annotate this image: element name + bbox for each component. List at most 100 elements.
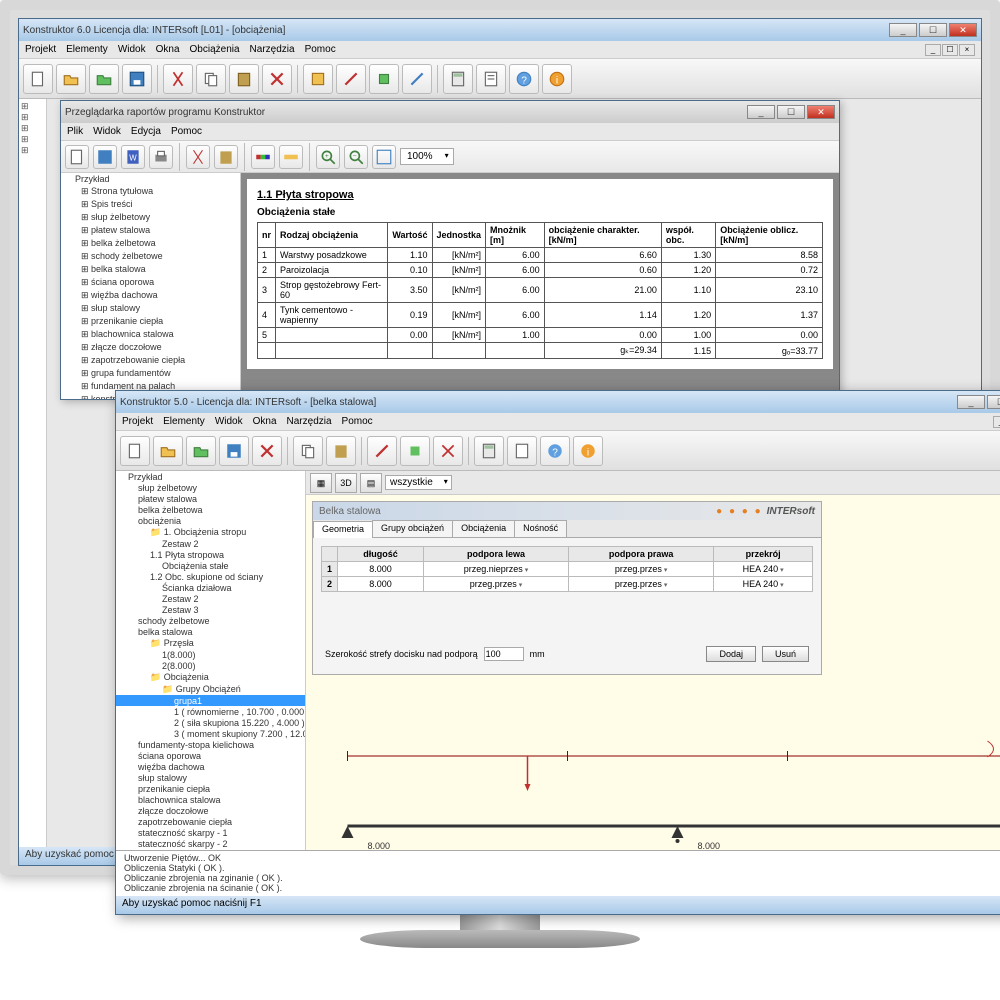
tree-node[interactable]: 2(8.000)	[116, 660, 305, 671]
tree-node[interactable]: ⊞ słup żelbetowy	[61, 211, 240, 224]
fullscreen-button[interactable]	[372, 145, 396, 169]
tree-node[interactable]: złącze doczołowe	[116, 805, 305, 816]
zoom-in-button[interactable]: +	[316, 145, 340, 169]
tree-node[interactable]: ⊞ blachownica stalowa	[61, 328, 240, 341]
view3-button[interactable]: ▤	[360, 473, 382, 493]
menu-item[interactable]: Projekt	[25, 44, 56, 55]
menu-item[interactable]: Pomoc	[342, 416, 373, 427]
tree-node[interactable]: słup stalowy	[116, 772, 305, 783]
mdi-min-icon[interactable]: _	[993, 416, 1000, 428]
tree-node[interactable]: obciążenia	[116, 515, 305, 526]
tree-node[interactable]: stateczność skarpy - 2	[116, 838, 305, 849]
tree-node[interactable]: 📁 Przęsła	[116, 637, 305, 649]
maximize-button[interactable]: ☐	[919, 23, 947, 37]
tree-node[interactable]: Ścianka działowa	[116, 582, 305, 593]
minimize-button[interactable]: _	[889, 23, 917, 37]
back-tree[interactable]: ⊞⊞⊞⊞⊞	[19, 99, 47, 847]
paste-button[interactable]	[214, 145, 238, 169]
report-button[interactable]	[476, 64, 506, 94]
tree-node[interactable]: 2 ( siła skupiona 15.220 , 4.000 )	[116, 717, 305, 728]
maximize-button[interactable]: ☐	[987, 395, 1000, 409]
menu-item[interactable]: Obciążenia	[190, 44, 240, 55]
menu-item[interactable]: Widok	[93, 126, 121, 137]
calc-button[interactable]	[443, 64, 473, 94]
view1-button[interactable]: ▦	[310, 473, 332, 493]
delete-button[interactable]	[252, 436, 282, 466]
tool2-button[interactable]	[400, 436, 430, 466]
paste-button[interactable]	[229, 64, 259, 94]
help-button[interactable]: ?	[509, 64, 539, 94]
new-button[interactable]	[23, 64, 53, 94]
minimize-button[interactable]: _	[957, 395, 985, 409]
zoom-out-button[interactable]: −	[344, 145, 368, 169]
geometry-table[interactable]: długośćpodpora lewapodpora prawaprzekrój…	[321, 546, 813, 592]
tree-node[interactable]: schody żelbetowe	[116, 615, 305, 626]
tree-node[interactable]: ⊞ złącze doczołowe	[61, 341, 240, 354]
paste-button[interactable]	[326, 436, 356, 466]
menu-item[interactable]: Okna	[156, 44, 180, 55]
mdi-max-icon[interactable]: ☐	[942, 44, 958, 56]
new-button[interactable]	[120, 436, 150, 466]
tree-node[interactable]: blachownica stalowa	[116, 794, 305, 805]
tree-node[interactable]: ⊞ Spis treści	[61, 198, 240, 211]
message-log[interactable]: Utworzenie Piętów... OKObliczenia Statyk…	[116, 850, 1000, 896]
tree-node[interactable]: ⊞ schody żelbetowe	[61, 250, 240, 263]
open-button[interactable]	[153, 436, 183, 466]
tree-node[interactable]: stateczność skarpy - 1	[116, 827, 305, 838]
cut-button[interactable]	[163, 64, 193, 94]
cut-button[interactable]	[186, 145, 210, 169]
calc-button[interactable]	[474, 436, 504, 466]
tree-node[interactable]: 3 ( moment skupiony 7.200 , 12.000	[116, 728, 305, 739]
tree-node[interactable]: 1(8.000)	[116, 649, 305, 660]
tree-node[interactable]: więźba dachowa	[116, 761, 305, 772]
tool1-button[interactable]	[367, 436, 397, 466]
filter-combo[interactable]: wszystkie	[385, 475, 452, 490]
front-tree[interactable]: Przykładsłup żelbetowypłatew stalowabelk…	[116, 471, 306, 850]
tree-node[interactable]: ⊞ zapotrzebowanie ciepła	[61, 354, 240, 367]
tree-node[interactable]: Zestaw 2	[116, 538, 305, 549]
tree-node[interactable]: ⊞ więźba dachowa	[61, 289, 240, 302]
tree-node[interactable]: 1.2 Obc. skupione od ściany	[116, 571, 305, 582]
export-word-button[interactable]: W	[121, 145, 145, 169]
color1-button[interactable]	[251, 145, 275, 169]
open-button[interactable]	[56, 64, 86, 94]
tree-node[interactable]: 📁 1. Obciążenia stropu	[116, 526, 305, 538]
save-button[interactable]	[219, 436, 249, 466]
tree-node[interactable]: ⊞ przenikanie ciepła	[61, 315, 240, 328]
tool2-button[interactable]	[336, 64, 366, 94]
tree-node[interactable]: ⊞ słup stalowy	[61, 302, 240, 315]
tree-node[interactable]: słup żelbetowy	[116, 482, 305, 493]
tree-node[interactable]: Przykład	[61, 173, 240, 185]
tree-node[interactable]: belka żelbetowa	[116, 504, 305, 515]
tree-node[interactable]: przenikanie ciepła	[116, 783, 305, 794]
panel-tab[interactable]: Grupy obciążeń	[372, 520, 453, 537]
copy-button[interactable]	[293, 436, 323, 466]
color2-button[interactable]	[279, 145, 303, 169]
copy-button[interactable]	[196, 64, 226, 94]
width-input[interactable]	[484, 647, 524, 661]
back-titlebar[interactable]: Konstruktor 6.0 Licencja dla: INTERsoft …	[19, 19, 981, 41]
report-area[interactable]: 1.1 Płyta stropowa Obciążenia stałe nrRo…	[241, 173, 839, 399]
export-button[interactable]	[65, 145, 89, 169]
open2-button[interactable]	[89, 64, 119, 94]
tree-node[interactable]: ściana oporowa	[116, 750, 305, 761]
tree-node[interactable]: ⊞ belka żelbetowa	[61, 237, 240, 250]
tree-node[interactable]: belka stalowa	[116, 626, 305, 637]
report-button[interactable]	[507, 436, 537, 466]
close-button[interactable]: ✕	[807, 105, 835, 119]
delete-button[interactable]	[262, 64, 292, 94]
add-button[interactable]: Dodaj	[706, 646, 756, 662]
close-button[interactable]: ✕	[949, 23, 977, 37]
menu-item[interactable]: Narzędzia	[287, 416, 332, 427]
tree-node[interactable]: ⊞ ściana oporowa	[61, 276, 240, 289]
menu-item[interactable]: Widok	[118, 44, 146, 55]
mdi-close-icon[interactable]: ×	[959, 44, 975, 56]
menu-item[interactable]: Elementy	[66, 44, 108, 55]
tree-node[interactable]: 📁 Obciążenia	[116, 671, 305, 683]
tree-node[interactable]: 1 ( równomierne , 10.700 , 0.000 , 10	[116, 706, 305, 717]
tree-node[interactable]: grupa1	[116, 695, 305, 706]
tree-node[interactable]: ⊞ Strona tytułowa	[61, 185, 240, 198]
menu-item[interactable]: Narzędzia	[250, 44, 295, 55]
mid-tree[interactable]: Przykład⊞ Strona tytułowa⊞ Spis treści⊞ …	[61, 173, 241, 399]
info-button[interactable]: i	[573, 436, 603, 466]
